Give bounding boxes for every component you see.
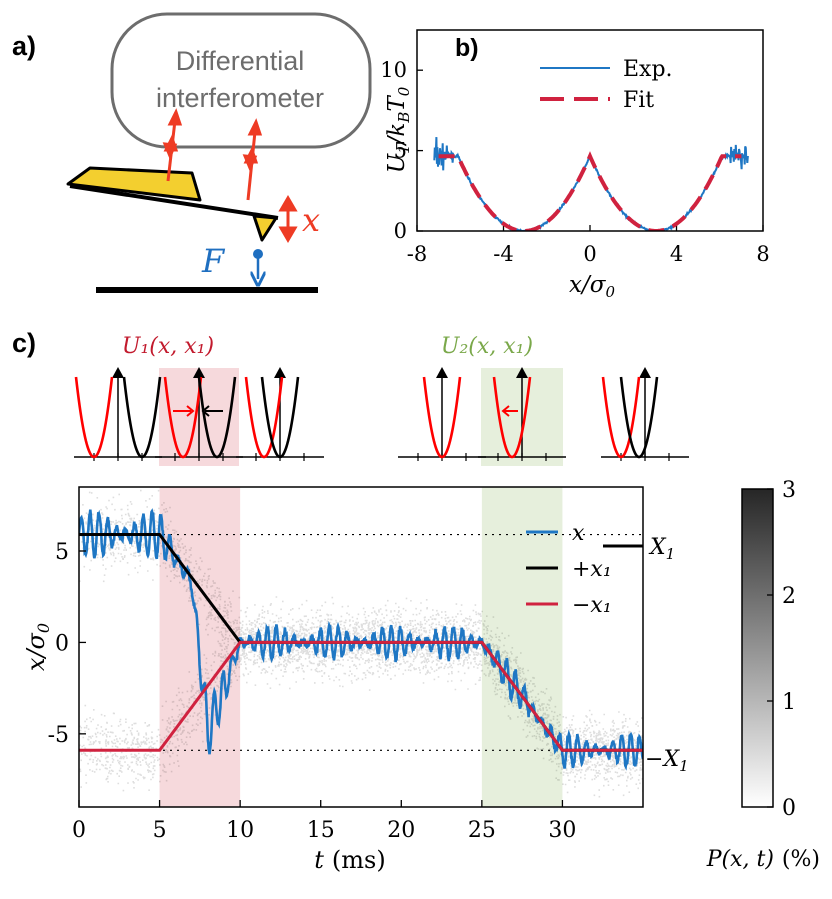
series-exp-line bbox=[433, 137, 749, 231]
panel-c-ylabel: x/σ0 bbox=[22, 623, 53, 671]
panel-label-b: b) bbox=[455, 34, 479, 62]
laser-beam-right bbox=[242, 118, 263, 201]
potential-schematic bbox=[398, 367, 486, 461]
potential-schematics bbox=[74, 367, 689, 461]
legend-minus-x1-label: −x₁ bbox=[572, 593, 612, 618]
b-ytick-label: 10 bbox=[380, 58, 407, 82]
colorbar-tick-label: 1 bbox=[782, 690, 796, 715]
panel-c-dotted-levels bbox=[79, 533, 643, 751]
colorbar-tick-label: 3 bbox=[782, 478, 796, 503]
b-ytick-label: 0 bbox=[394, 219, 407, 243]
right-label-x1: X1 bbox=[648, 535, 675, 563]
legend-plus-x1-label: +x₁ bbox=[572, 557, 612, 582]
protocol-shade bbox=[481, 487, 563, 807]
colorbar-tick-label: 2 bbox=[782, 584, 796, 609]
panel-label-a: a) bbox=[12, 31, 36, 61]
potential-schematic bbox=[601, 367, 689, 461]
b-xtick-label: 4 bbox=[670, 242, 683, 266]
b-xtick-label: -8 bbox=[407, 242, 427, 266]
cantilever-tip bbox=[252, 214, 278, 242]
c-ytick-label: 5 bbox=[55, 540, 69, 565]
panel-c-chart: 0 5 10 15 20 25 30 -5 0 5 x +x₁ −x₁ X1 −X1 x/σ0 t… bbox=[22, 486, 689, 874]
cantilever-base bbox=[66, 166, 202, 202]
colorbar: 0 1 2 3 P(x, t) (%) bbox=[706, 478, 820, 872]
b-xtick-label: 8 bbox=[756, 242, 769, 266]
panel-a-diagram: Differential interferometer x bbox=[66, 12, 372, 293]
displacement-arrow-icon bbox=[278, 195, 298, 243]
panel-c-ticks: 0 5 10 15 20 25 30 -5 0 5 bbox=[48, 540, 577, 843]
potential-schematic bbox=[74, 367, 162, 461]
c-xtick-label: 20 bbox=[387, 818, 415, 843]
b-xtick-label: 0 bbox=[583, 242, 596, 266]
interferometer-label-line1: Differential bbox=[176, 46, 305, 76]
colorbar-ticks: 0 1 2 3 bbox=[767, 478, 796, 821]
panel-c-frame bbox=[78, 486, 644, 808]
right-label-minus-x1: −X1 bbox=[645, 747, 689, 775]
potential-schematic bbox=[236, 367, 324, 461]
c-ytick-label: 0 bbox=[55, 631, 69, 656]
series-minus-x1-line bbox=[79, 640, 643, 752]
b-xtick-label: -4 bbox=[493, 242, 513, 266]
c-xtick-label: 30 bbox=[548, 818, 576, 843]
b-ytick-label: 5 bbox=[394, 139, 407, 163]
panel-b-chart: -8 -4 0 4 8 0 5 10 b) Exp. Fit U1/kBT0 x/σ0 bbox=[380, 29, 770, 301]
c-xtick-label: 15 bbox=[307, 818, 335, 843]
laser-beam-left bbox=[162, 108, 183, 182]
legend-exp-label: Exp. bbox=[623, 57, 673, 82]
panel-b-xlabel: x/σ0 bbox=[569, 272, 615, 301]
c-xtick-label: 5 bbox=[153, 818, 167, 843]
colorbar-gradient bbox=[741, 488, 774, 808]
c-xtick-label: 10 bbox=[226, 818, 254, 843]
c-xtick-label: 25 bbox=[468, 818, 496, 843]
u2-label: U₂(x, x₁) bbox=[441, 334, 533, 359]
legend-x-label: x bbox=[572, 521, 585, 546]
c-xtick-label: 0 bbox=[72, 818, 86, 843]
colorbar-label: P(x, t) (%) bbox=[706, 847, 820, 872]
legend-fit-label: Fit bbox=[623, 88, 654, 113]
series-fit-line bbox=[438, 151, 742, 231]
interferometer-label-line2: interferometer bbox=[156, 83, 324, 113]
panel-c-xlabel: t (ms) bbox=[314, 846, 385, 874]
potential-schematic bbox=[478, 367, 566, 461]
interferometer-box bbox=[110, 12, 372, 149]
panel-b-frame bbox=[416, 29, 764, 232]
panel-label-c: c) bbox=[12, 328, 36, 358]
colorbar-tick-label: 0 bbox=[782, 796, 796, 821]
potential-schematic bbox=[155, 367, 243, 461]
panel-c-shading bbox=[159, 487, 563, 807]
force-label: F bbox=[201, 242, 226, 280]
panel-b-ylabel: U1/kBT0 bbox=[384, 86, 413, 173]
displacement-label: x bbox=[302, 201, 320, 239]
u1-label: U₁(x, x₁) bbox=[122, 334, 214, 359]
cantilever-beam bbox=[69, 184, 279, 220]
c-ytick-label: -5 bbox=[48, 723, 69, 748]
